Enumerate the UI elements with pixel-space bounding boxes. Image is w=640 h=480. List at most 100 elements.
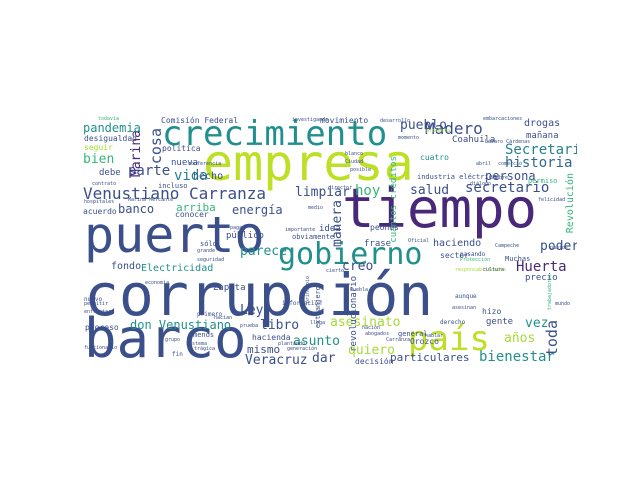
cloud-word: posible xyxy=(350,167,372,173)
cloud-word: seguir xyxy=(84,143,113,152)
cloud-word: Coahuila xyxy=(452,135,496,145)
cloud-word: gobierno xyxy=(278,237,423,272)
cloud-word: persona xyxy=(485,169,536,183)
cloud-word: pasando xyxy=(460,251,486,258)
cloud-word: Marina Mercante xyxy=(128,197,174,203)
cloud-word: corrupción xyxy=(84,261,434,329)
cloud-word: gente xyxy=(486,317,514,327)
cloud-word: nación xyxy=(362,325,381,331)
cloud-word: haciendo xyxy=(433,238,482,249)
cloud-word: bien xyxy=(83,152,115,167)
cloud-word: Orozco xyxy=(410,337,439,346)
cloud-word: Ciudad xyxy=(345,159,364,165)
cloud-word: Comisión Federal xyxy=(161,116,239,125)
cloud-word: mismo xyxy=(247,343,281,356)
cloud-word: abril xyxy=(476,161,492,167)
cloud-word: embarcaciones xyxy=(483,116,523,122)
cloud-word: menos xyxy=(193,331,215,339)
cloud-word: frase xyxy=(364,239,392,249)
cloud-word: medio xyxy=(308,205,324,211)
cloud-word: cierto xyxy=(326,268,345,274)
cloud-word: parte xyxy=(128,163,171,179)
cloud-word: protesta xyxy=(426,128,451,134)
cloud-word: idea xyxy=(319,224,341,234)
cloud-word: cultura xyxy=(483,267,505,273)
cloud-word: economía xyxy=(145,280,170,286)
cloud-word: Puebla xyxy=(350,287,369,293)
cloud-word: derecho xyxy=(440,319,466,326)
cloud-word: funcionario xyxy=(84,345,118,351)
cloud-word: limpiar xyxy=(295,185,350,200)
cloud-word: generación xyxy=(287,346,318,352)
cloud-word: drogas xyxy=(524,118,561,129)
cloud-word: información xyxy=(282,300,322,307)
cloud-word: general xyxy=(398,330,428,338)
cloud-word: tiempo xyxy=(342,177,538,240)
cloud-word: conferencia xyxy=(188,161,222,167)
cloud-word: barco xyxy=(84,307,247,368)
cloud-word: particulares xyxy=(390,351,470,364)
cloud-word: hecho xyxy=(193,171,224,182)
cloud-word: bienestar xyxy=(479,349,555,365)
cloud-word: Carranza xyxy=(386,337,411,343)
cloud-word: permitir xyxy=(84,301,109,307)
cloud-word: secretario xyxy=(465,180,550,196)
cloud-word: hacían xyxy=(214,315,233,321)
cloud-word: principio xyxy=(305,276,311,304)
cloud-word: nuevo xyxy=(84,296,103,303)
cloud-word: puerto xyxy=(84,206,265,264)
cloud-word: fin xyxy=(172,351,183,358)
cloud-word: mañana xyxy=(526,131,559,141)
cloud-word: salud xyxy=(410,183,450,198)
cloud-word: después xyxy=(338,311,360,317)
cloud-word: mundo xyxy=(555,301,571,307)
cloud-word: toda xyxy=(543,320,561,357)
cloud-word: poder xyxy=(540,239,577,254)
cloud-word: Protección xyxy=(460,257,491,263)
cloud-word: Veracruz xyxy=(245,353,308,368)
cloud-word: felicidad xyxy=(538,197,566,203)
cloud-word: hablar xyxy=(425,333,444,339)
cloud-word: fondo xyxy=(111,261,142,272)
cloud-word: aunque xyxy=(455,293,477,300)
cloud-word: primero xyxy=(197,311,223,318)
cloud-word: público xyxy=(226,231,264,241)
word-cloud: corrupción barco puerto tiempo empresa c… xyxy=(80,116,577,368)
cloud-word: puntos xyxy=(550,245,569,251)
cloud-word: Madero xyxy=(425,119,483,138)
cloud-word: proceso xyxy=(85,323,119,332)
cloud-word: acuerdo xyxy=(83,207,117,216)
cloud-word: Muchas xyxy=(505,255,531,263)
cloud-word: nueva xyxy=(171,158,199,168)
cloud-word: incluso xyxy=(158,182,188,190)
cloud-word: hizo xyxy=(482,307,502,316)
cloud-word: historia xyxy=(505,155,573,171)
cloud-word: blanco xyxy=(345,151,364,157)
cloud-word: quiero xyxy=(348,343,395,358)
cloud-word: comercio xyxy=(498,161,523,167)
cloud-word: vez xyxy=(525,316,549,331)
cloud-word: Secretaría xyxy=(505,142,577,158)
cloud-word: responsabilidades xyxy=(455,267,507,273)
cloud-word: debe xyxy=(99,168,121,178)
cloud-word: enfrentar xyxy=(84,309,112,315)
cloud-word: creo xyxy=(342,259,374,274)
cloud-word: contrato xyxy=(92,181,117,187)
cloud-word: grande xyxy=(197,248,216,254)
cloud-word: política xyxy=(162,144,201,153)
cloud-word: industria eléctrica xyxy=(417,173,498,181)
cloud-word: seguridad xyxy=(197,257,225,263)
cloud-word: Zapata xyxy=(213,283,246,293)
cloud-word: asesinan xyxy=(452,305,477,311)
cloud-word: llega xyxy=(310,320,326,326)
cloud-word: peones xyxy=(370,223,399,232)
cloud-word: asesinato xyxy=(330,315,401,330)
cloud-word: investigando xyxy=(292,117,329,123)
cloud-word: sector xyxy=(440,251,469,260)
cloud-word: Revolución xyxy=(565,173,576,234)
cloud-word: empresa xyxy=(203,134,414,192)
cloud-word: grupo xyxy=(165,337,181,343)
cloud-word: momento xyxy=(398,135,420,141)
cloud-word: todavía xyxy=(98,116,120,122)
cloud-word: Ley xyxy=(240,303,264,318)
